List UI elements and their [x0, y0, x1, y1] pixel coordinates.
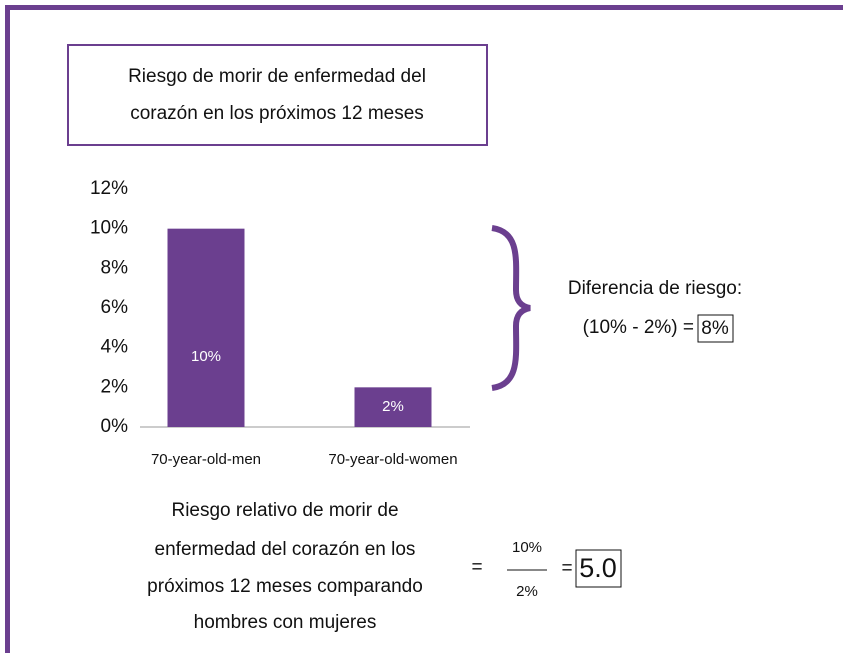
brace	[491, 225, 531, 391]
title-box	[67, 44, 488, 146]
relative-risk-result: 5.0	[579, 553, 617, 583]
y-tick-label: 4%	[101, 337, 129, 358]
y-tick-label: 8%	[101, 257, 129, 278]
difference-label: Diferencia de riesgo:	[568, 278, 742, 299]
y-tick-label: 0%	[101, 416, 129, 437]
value-label: 2%	[382, 398, 404, 415]
denominator: 2%	[516, 583, 538, 600]
bar	[167, 228, 245, 427]
y-tick-label: 12%	[90, 178, 128, 199]
difference-formula: (10% - 2%) =	[583, 317, 694, 338]
numerator: 10%	[512, 539, 542, 556]
chart-title: corazón en los próximos 12 meses	[130, 103, 424, 124]
result-box	[697, 314, 734, 343]
x-tick-label: 70-year-old-women	[328, 451, 457, 468]
frame-left	[5, 5, 10, 653]
equals-sign: =	[561, 558, 572, 579]
y-tick-label: 2%	[101, 376, 129, 397]
relative-risk-label: hombres con mujeres	[194, 612, 377, 633]
bar	[354, 387, 432, 427]
y-tick-label: 10%	[90, 218, 128, 239]
y-tick-label: 6%	[101, 297, 129, 318]
relative-risk-label: Riesgo relativo de morir de	[171, 500, 398, 521]
result-box	[575, 549, 622, 588]
equals-sign: =	[471, 557, 482, 578]
x-tick-label: 70-year-old-men	[151, 451, 261, 468]
relative-risk-label: enfermedad del corazón en los	[155, 539, 416, 560]
difference-result: 8%	[701, 318, 729, 339]
frame-top	[5, 5, 843, 10]
chart-title: Riesgo de morir de enfermedad del	[128, 66, 426, 87]
value-label: 10%	[191, 348, 221, 365]
relative-risk-label: próximos 12 meses comparando	[147, 576, 423, 597]
